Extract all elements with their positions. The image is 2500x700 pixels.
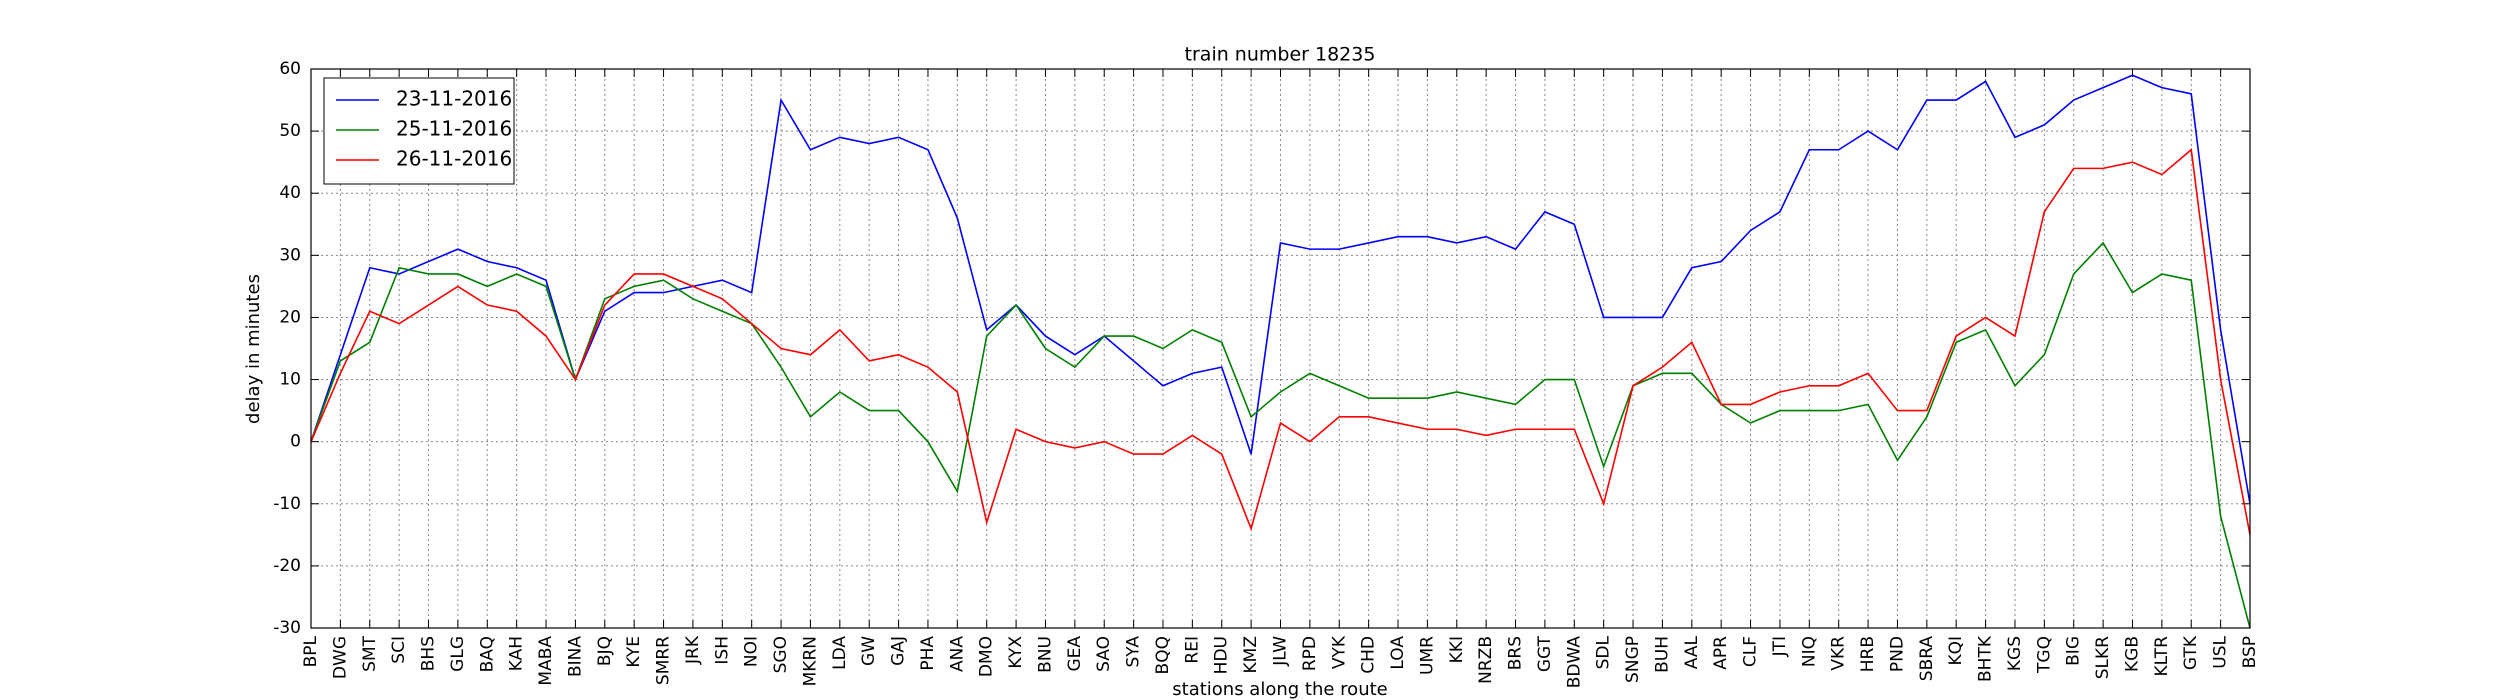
x-tick-label: KYE xyxy=(624,636,644,668)
x-tick-label: SBRA xyxy=(1917,636,1937,682)
x-tick-label: BNU xyxy=(1035,636,1055,673)
x-tick-label: SNGP xyxy=(1623,636,1643,683)
y-tick-label: -20 xyxy=(273,556,301,576)
x-tick-label: REI xyxy=(1182,636,1202,664)
legend-label: 26-11-2016 xyxy=(396,147,512,171)
x-tick-label: SCI xyxy=(389,636,409,664)
legend: 23-11-2016 25-11-2016 26-11-2016 xyxy=(323,77,515,185)
x-tick-label: GGT xyxy=(1535,635,1555,672)
x-tick-label: CHD xyxy=(1359,636,1379,674)
x-tick-label: BUH xyxy=(1652,636,1672,673)
x-tick-label: GLG xyxy=(448,636,468,672)
x-tick-label: LOA xyxy=(1388,636,1408,670)
x-tick-label: KQI xyxy=(1946,636,1966,666)
y-tick-label: 10 xyxy=(279,370,301,390)
x-tick-label: KLTR xyxy=(2152,636,2172,677)
y-tick-label: 30 xyxy=(279,245,301,265)
x-tick-label: BIG xyxy=(2064,636,2084,666)
x-tick-label: KMZ xyxy=(1241,636,1261,673)
x-tick-label: BDWA xyxy=(1564,636,1584,689)
legend-label: 23-11-2016 xyxy=(396,87,512,111)
y-tick-label: 50 xyxy=(279,121,301,141)
x-tick-label: HRB xyxy=(1858,636,1878,672)
x-tick-label: LDA xyxy=(830,636,850,670)
x-tick-label: KGS xyxy=(2005,636,2025,671)
x-tick-label: SAO xyxy=(1094,636,1114,672)
x-tick-label: NOI xyxy=(742,636,762,667)
x-tick-label: VYK xyxy=(1329,635,1349,669)
y-tick-label: -10 xyxy=(273,494,301,514)
x-tick-label: JRK xyxy=(683,635,703,665)
x-tick-label: GAJ xyxy=(889,636,909,666)
x-tick-label: BPL xyxy=(301,635,321,667)
series-line xyxy=(310,148,2251,535)
x-tick-label: BHTK xyxy=(1976,635,1996,682)
x-tick-label: KAH xyxy=(507,636,527,671)
x-tick-label: ANA xyxy=(947,636,967,672)
x-tick-label: JLW xyxy=(1271,636,1291,667)
x-tick-label: SDL xyxy=(1594,635,1614,669)
x-tick-label: RPD xyxy=(1300,636,1320,671)
x-tick-label: BHS xyxy=(419,636,439,671)
legend-box xyxy=(323,77,515,185)
x-tick-label: SMRR xyxy=(654,636,674,685)
x-tick-label: BSP xyxy=(2240,636,2260,668)
y-tick-label: -30 xyxy=(273,618,301,638)
x-tick-label: SYA xyxy=(1124,636,1144,668)
x-tick-label: NRZB xyxy=(1476,636,1496,684)
series-line xyxy=(310,241,2251,629)
y-axis-label: delay in minutes xyxy=(243,274,264,424)
series-line xyxy=(310,74,2251,504)
x-tick-label: MKRN xyxy=(800,636,820,686)
x-tick-label: NIQ xyxy=(1799,636,1819,667)
x-tick-label: AAL xyxy=(1682,635,1702,669)
x-tick-label: BAQ xyxy=(477,636,497,672)
x-tick-label: PHA xyxy=(918,636,938,671)
y-tick-label: 20 xyxy=(279,307,301,327)
x-tick-label: GEA xyxy=(1065,636,1085,672)
x-tick-label: SGO xyxy=(771,636,791,673)
x-tick-label: BJQ xyxy=(595,636,615,666)
x-tick-label: MABA xyxy=(536,636,556,686)
x-tick-label: KKI xyxy=(1447,636,1467,663)
x-tick-label: KYX xyxy=(1006,636,1026,669)
x-tick-label: GW xyxy=(859,636,879,666)
x-tick-label: CLF xyxy=(1741,636,1761,667)
y-tick-label: 40 xyxy=(279,183,301,203)
x-tick-label: GTK xyxy=(2181,635,2201,670)
chart-title: train number 18235 xyxy=(1185,44,1376,66)
x-tick-label: ISH xyxy=(712,636,732,665)
x-tick-label: BINA xyxy=(565,636,585,677)
x-axis-label: stations along the route xyxy=(1172,679,1387,700)
y-tick-label: 0 xyxy=(290,432,301,452)
x-tick-label: PND xyxy=(1887,636,1907,672)
x-tick-label: SLKR xyxy=(2093,636,2113,679)
x-tick-label: DWG xyxy=(330,636,350,679)
x-tick-label: VKR xyxy=(1829,636,1849,671)
x-tick-label: JTI xyxy=(1770,636,1790,657)
x-tick-label: KGB xyxy=(2122,636,2142,672)
y-tick-label: 60 xyxy=(279,59,301,79)
plot-frame xyxy=(310,68,2251,629)
x-tick-label: TGQ xyxy=(2034,636,2054,674)
x-tick-label: APR xyxy=(1711,636,1731,670)
x-tick-label: BRS xyxy=(1506,636,1526,670)
x-tick-label: UMR xyxy=(1417,636,1437,675)
x-tick-label: HDU xyxy=(1212,636,1232,674)
x-tick-label: SMT xyxy=(360,635,380,671)
x-tick-label: DMO xyxy=(977,636,997,677)
x-tick-label: BQQ xyxy=(1153,636,1173,674)
legend-label: 25-11-2016 xyxy=(396,117,512,141)
x-tick-label: USL xyxy=(2211,635,2231,668)
